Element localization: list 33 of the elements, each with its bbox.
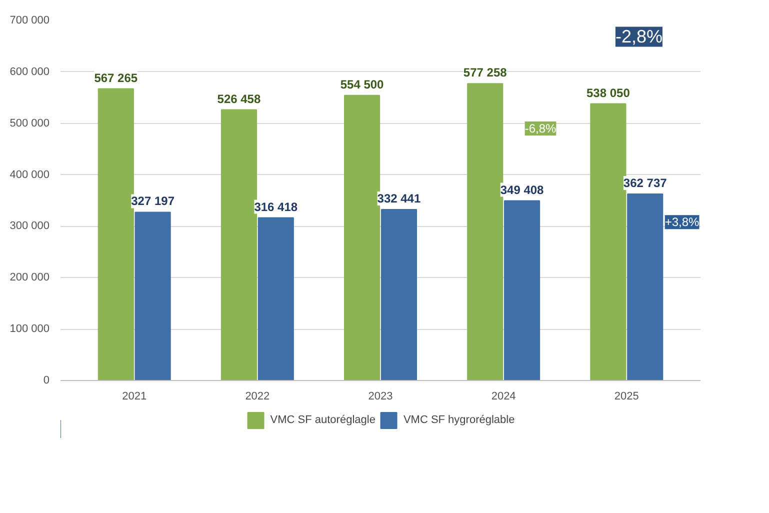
x-tick-label: 2022 — [245, 390, 270, 402]
y-tick-label: 300 000 — [10, 220, 50, 232]
y-tick-label: 100 000 — [10, 323, 50, 336]
data-label: 362 737 — [623, 176, 668, 190]
data-label: 538 050 — [586, 86, 630, 100]
x-tick-label: 2024 — [491, 390, 516, 402]
bar — [258, 217, 294, 380]
bar — [627, 193, 664, 380]
data-label: 327 197 — [131, 194, 175, 208]
data-label: 332 441 — [377, 192, 421, 206]
y-tick-label: 500 000 — [10, 117, 50, 130]
y-tick-label: 600 000 — [10, 66, 50, 78]
x-tick-label: 2025 — [614, 390, 639, 402]
bar — [134, 212, 171, 380]
y-tick-label: 0 — [43, 374, 50, 386]
legend-label: VMC SF hygroréglable — [403, 414, 515, 426]
annotation: -2,8% — [615, 26, 662, 47]
annotation: -6,8% — [524, 122, 557, 136]
bar — [380, 209, 417, 380]
y-tick-label: 200 000 — [10, 272, 50, 284]
y-tick-label: 700 000 — [10, 14, 50, 26]
y-tick-label: 400 000 — [10, 168, 50, 181]
annotation: +3,8% — [664, 215, 700, 230]
legend-label: VMC SF autoréglagle — [270, 414, 376, 426]
x-tick-label: 2023 — [368, 390, 393, 402]
data-label: 577 258 — [463, 66, 508, 80]
data-label: 316 418 — [254, 200, 298, 214]
data-label: 554 500 — [340, 77, 384, 92]
data-label: 567 265 — [94, 70, 138, 85]
x-tick-label: 2021 — [122, 390, 147, 402]
data-label: 526 458 — [217, 92, 261, 106]
bar — [504, 200, 540, 380]
data-label: 349 408 — [500, 182, 544, 197]
